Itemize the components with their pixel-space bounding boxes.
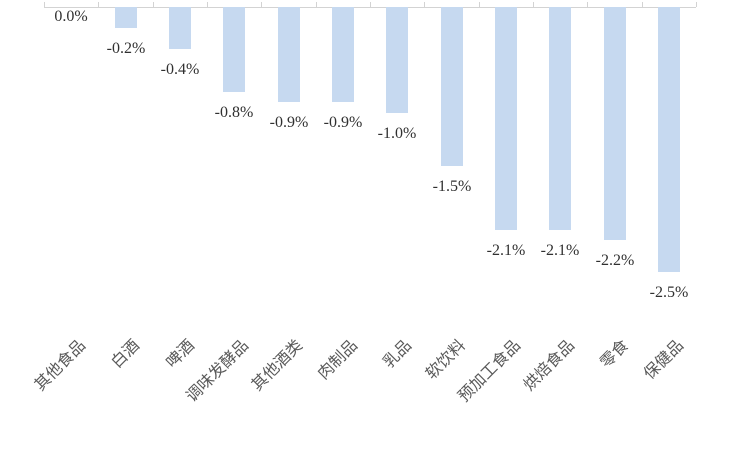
category-label-其他食品: 其他食品 [31,337,90,395]
category-label-其他酒类: 其他酒类 [248,337,307,395]
bar-零食 [604,7,626,240]
category-label-保健品: 保健品 [641,337,688,383]
value-label: -2.5% [649,284,689,301]
category-label-肉制品: 肉制品 [315,337,362,383]
bar-乳品 [386,7,408,113]
bar-白酒 [115,7,137,28]
axis-tick [44,2,45,7]
bar-预加工食品 [495,7,517,230]
axis-tick [587,2,588,7]
axis-tick [98,2,99,7]
value-label: 0.0% [54,8,88,25]
axis-tick [696,2,697,7]
bar-软饮料 [441,7,463,166]
bar-调味发酵品 [223,7,245,92]
value-label: -0.9% [323,114,363,131]
bar-保健品 [658,7,680,272]
category-label-啤酒: 啤酒 [163,337,199,372]
axis-tick [424,2,425,7]
category-label-烘焙食品: 烘焙食品 [520,337,579,395]
value-label: -0.4% [160,61,200,78]
bar-肉制品 [332,7,354,102]
value-label: -0.2% [106,40,146,57]
value-label: -1.0% [377,125,417,142]
bar-啤酒 [169,7,191,49]
value-label: -0.8% [214,104,254,121]
category-label-白酒: 白酒 [108,337,144,372]
value-label: -0.9% [269,114,309,131]
axis-tick [370,2,371,7]
axis-tick [153,2,154,7]
bar-其他酒类 [278,7,300,102]
value-label: -2.2% [595,252,635,269]
axis-tick [261,2,262,7]
axis-tick [479,2,480,7]
category-label-零食: 零食 [597,337,633,372]
value-label: -2.1% [540,242,580,259]
category-label-软饮料: 软饮料 [423,337,470,383]
category-label-乳品: 乳品 [380,337,416,372]
bar-烘焙食品 [549,7,571,230]
zero-baseline-axis [44,7,696,8]
value-label: -1.5% [432,178,472,195]
value-label: -2.1% [486,242,526,259]
axis-tick [642,2,643,7]
axis-tick [207,2,208,7]
axis-tick [316,2,317,7]
axis-tick [533,2,534,7]
